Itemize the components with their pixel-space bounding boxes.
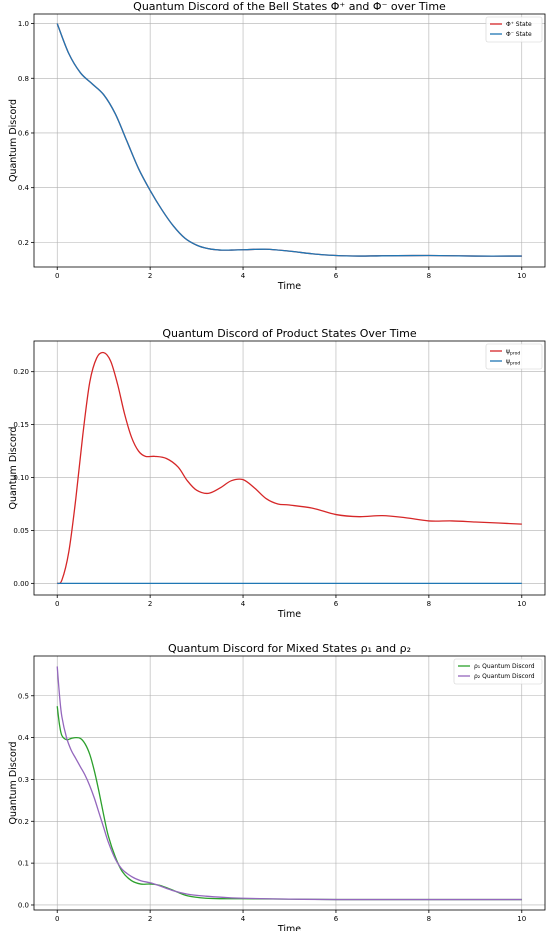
chart-2: 0 2 4 6 8 10 0.00 0.05 0.10 0.15 0.20 Quantum Disco… xyxy=(8,327,546,620)
grid xyxy=(34,656,545,910)
chart-title: Quantum Discord of Product States Over T… xyxy=(162,327,416,340)
x-tick-label: 0 xyxy=(55,600,59,608)
y-tick-label: 0.5 xyxy=(18,692,29,700)
chart-3: 0 2 4 6 8 10 0.0 0.1 0.2 0.3 0.4 0.5 Quantum Discord… xyxy=(8,642,546,931)
legend-box xyxy=(485,343,543,370)
series-line-2 xyxy=(56,23,522,257)
legend-entry-subscript: prod xyxy=(510,361,520,367)
legend-entry: ρ₁ Quantum Discord xyxy=(474,663,535,670)
x-tick-label: 4 xyxy=(241,600,246,608)
legend-entry: ρ₂ Quantum Discord xyxy=(474,673,535,680)
chart-1: 0 2 4 6 8 10 0.2 0.4 0.6 0.8 1.0 Quantum Discord of… xyxy=(8,0,546,292)
x-tick-label: 2 xyxy=(148,600,152,608)
y-tick-label: 0.3 xyxy=(18,776,29,784)
x-tick-label: 4 xyxy=(241,272,246,280)
grid xyxy=(34,341,545,595)
y-tick-label: 0.05 xyxy=(13,527,29,535)
plot-frame xyxy=(33,340,546,596)
y-tick-label: 0.10 xyxy=(13,474,29,482)
y-tick-label: 0.6 xyxy=(18,129,30,137)
y-axis-label: Quantum Discord xyxy=(8,99,19,182)
y-tick-label: 1.0 xyxy=(18,20,29,28)
x-tick-label: 8 xyxy=(427,915,431,923)
series-line-1 xyxy=(56,706,522,901)
plot-frame xyxy=(33,655,546,911)
y-tick-label: 0.20 xyxy=(13,368,29,376)
plot-frame xyxy=(33,13,546,268)
y-tick-label: 0.2 xyxy=(18,239,29,247)
x-tick-label: 4 xyxy=(241,915,246,923)
x-tick-label: 6 xyxy=(334,915,339,923)
y-axis-label: Quantum Discord xyxy=(8,741,19,824)
x-tick-label: 8 xyxy=(427,272,431,280)
legend-entry: Φ⁺ State xyxy=(506,21,532,28)
x-tick-label: 8 xyxy=(427,600,431,608)
legend: ρ₁ Quantum Discord ρ₂ Quantum Discord xyxy=(453,658,543,685)
legend-box xyxy=(485,16,543,43)
y-tick-label: 0.2 xyxy=(18,818,29,826)
x-axis-label: Time xyxy=(277,609,301,620)
legend-box xyxy=(453,658,543,685)
x-tick-label: 6 xyxy=(334,600,339,608)
y-tick-label: 0.8 xyxy=(18,75,29,83)
y-tick-label: 0.1 xyxy=(18,860,29,868)
x-tick-label: 2 xyxy=(148,272,152,280)
legend-entry-subscript: prod xyxy=(510,351,520,357)
y-tick-label: 0.15 xyxy=(13,421,29,429)
x-tick-label: 2 xyxy=(148,915,152,923)
x-tick-label: 0 xyxy=(55,272,59,280)
grid xyxy=(34,14,545,267)
x-axis-label: Time xyxy=(277,281,301,292)
series-line-1 xyxy=(56,351,522,585)
y-tick-label: 0.00 xyxy=(13,580,29,588)
y-axis-label: Quantum Discord xyxy=(8,426,19,509)
x-tick-label: 0 xyxy=(55,915,59,923)
chart-title: Quantum Discord for Mixed States ρ₁ and … xyxy=(168,642,411,655)
y-tick-label: 0.4 xyxy=(18,734,30,742)
x-tick-label: 10 xyxy=(517,272,526,280)
legend: Φ⁺ State Φ⁻ State xyxy=(485,16,543,43)
y-tick-label: 0.0 xyxy=(18,901,29,909)
legend-entry: ψprod xyxy=(506,358,520,367)
y-tick-label: 0.4 xyxy=(18,184,30,192)
series-line-2 xyxy=(56,666,522,901)
legend-entry: Φ⁻ State xyxy=(506,31,532,38)
x-tick-label: 6 xyxy=(334,272,339,280)
legend-entry: ψprod xyxy=(506,348,520,357)
x-axis-label: Time xyxy=(277,924,301,931)
x-tick-label: 10 xyxy=(517,600,526,608)
chart-title: Quantum Discord of the Bell States Φ⁺ an… xyxy=(133,0,446,13)
x-tick-label: 10 xyxy=(517,915,526,923)
